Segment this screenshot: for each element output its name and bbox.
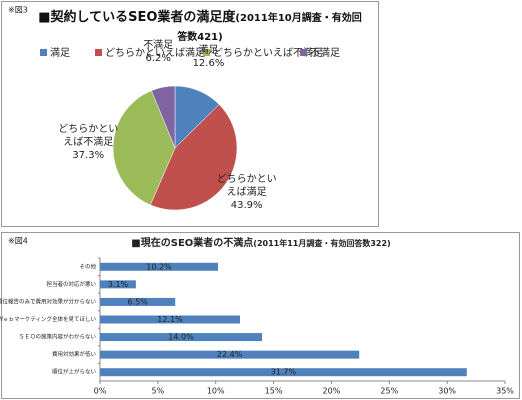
figure-note: ※図4 xyxy=(8,237,28,246)
x-tick-label: 35% xyxy=(496,387,514,396)
value-label: 22.4% xyxy=(217,350,243,359)
pie-slice xyxy=(150,104,238,211)
slice-value: 37.3% xyxy=(72,150,105,162)
bar xyxy=(100,350,360,359)
bar xyxy=(100,297,176,306)
pie-slice xyxy=(112,90,176,206)
y-tick-label: 順位報告のみで費用対効果が分からない xyxy=(0,297,96,305)
y-tick-label: Ｗｅｂマーケティング全体を見てほしい xyxy=(0,315,96,323)
y-tick-label: ＳＥＯの施策内容がわからない xyxy=(19,333,97,341)
bar xyxy=(100,315,241,324)
legend-label: 満足 xyxy=(50,47,70,59)
pie-slice xyxy=(151,85,176,149)
legend-swatch xyxy=(203,49,210,56)
title-box: ■契約しているSEO業者の満足度(2011年10月調査・有効回答数421) xyxy=(35,8,365,42)
x-tick-label: 25% xyxy=(380,387,398,396)
bar xyxy=(100,280,136,289)
figure-note: ※図3 xyxy=(8,6,28,15)
slice-value: 6.2% xyxy=(145,52,171,64)
value-label: 3.1% xyxy=(108,280,129,289)
legend-label: どちらかといえば満足 xyxy=(105,47,205,59)
bar xyxy=(100,368,467,377)
slice-label: どちらかといえば不満足 37.3% xyxy=(57,123,119,162)
legend-label: 不満足 xyxy=(310,47,340,59)
value-label: 14.0% xyxy=(168,333,194,342)
legend-label: どちらかといえば不満足 xyxy=(213,47,323,59)
legend-swatch xyxy=(300,49,307,56)
x-tick-label: 0% xyxy=(94,387,107,396)
legend-swatch xyxy=(40,49,47,56)
slice-category: どちらかといえば満足 xyxy=(216,174,277,198)
chart-subtitle: (2011年11月調査・有効回答数322) xyxy=(253,238,390,248)
bar xyxy=(100,333,262,342)
slice-label: 満足 12.6% xyxy=(177,44,239,70)
chart-title: ■現在のSEO業者の不満点 xyxy=(131,236,253,249)
value-label: 10.2% xyxy=(146,262,172,271)
x-tick-label: 15% xyxy=(265,387,283,396)
slice-category: どちらかといえば不満足 xyxy=(58,124,119,149)
slice-label: 不満足 6.2% xyxy=(127,39,189,65)
x-tick-label: 10% xyxy=(207,387,225,396)
slice-label-box: どちらかといえば満足 43.9% xyxy=(216,173,278,212)
x-tick-label: 5% xyxy=(152,387,165,396)
value-label: 12.1% xyxy=(157,315,183,324)
slice-category: 不満足 xyxy=(143,39,174,51)
chart-title: ■契約しているSEO業者の満足度 xyxy=(38,10,236,25)
legend-swatch xyxy=(95,49,102,56)
slice-label: どちらかといえば満足 43.9% xyxy=(216,173,278,212)
slice-value: 43.9% xyxy=(230,200,263,211)
x-tick-label: 30% xyxy=(438,387,456,396)
slice-category: 満足 xyxy=(198,44,219,56)
chart-subtitle: (2011年10月調査・有効回答数421) xyxy=(177,13,362,42)
bar xyxy=(100,262,219,271)
y-tick-label: 担当者の対応が悪い xyxy=(46,280,96,288)
value-label: 6.5% xyxy=(127,297,148,306)
value-label: 31.7% xyxy=(271,368,297,377)
y-tick-label: 順位が上がらない xyxy=(52,368,97,376)
slice-value: 12.6% xyxy=(192,57,225,69)
title-block: ■契約しているSEO業者の満足度(2011年10月調査・有効回答数421) xyxy=(35,8,365,42)
x-tick-label: 20% xyxy=(323,387,341,396)
y-tick-label: その他 xyxy=(79,262,96,270)
chart-title: ■現在のSEO業者の不満点(2011年11月調査・有効回答数322) xyxy=(131,236,390,249)
y-tick-label: 費用対効果が低い xyxy=(52,350,97,358)
